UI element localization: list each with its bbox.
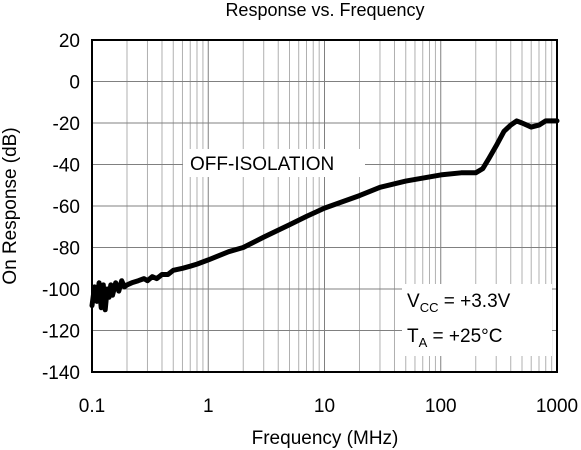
y-tick-label: -20 <box>53 114 80 135</box>
vcc-subscript: CC <box>420 300 439 315</box>
series-line-off-isolation <box>89 118 560 313</box>
vcc-annotation: VCC = +3.3V <box>407 291 511 315</box>
chart-title: Response vs. Frequency <box>225 0 424 20</box>
ta-symbol: T <box>407 326 419 347</box>
y-tick-label: -140 <box>42 363 80 384</box>
tick-labels: 20 0 -20 -40 -60 -80 -100 -120 -140 0.1 1 10 100 1000 <box>42 31 578 417</box>
y-tick-label: -120 <box>42 322 80 343</box>
y-tick-label: -80 <box>53 239 80 260</box>
y-tick-label: 0 <box>69 73 80 94</box>
x-tick-label: 10 <box>314 396 335 417</box>
x-tick-label: 1 <box>203 396 214 417</box>
x-tick-label: 1000 <box>536 396 578 417</box>
plot-frame <box>91 39 558 373</box>
series-label-background <box>183 149 365 177</box>
vcc-symbol: V <box>407 291 420 312</box>
conditions-background <box>402 284 552 356</box>
ta-annotation: TA = +25°C <box>407 326 502 350</box>
y-axis-title: On Response (dB) <box>0 127 21 284</box>
vcc-value: = +3.3V <box>438 291 510 312</box>
series-label-group: OFF-ISOLATION <box>183 149 365 177</box>
x-axis-title: Frequency (MHz) <box>252 428 399 449</box>
ta-value: = +25°C <box>427 326 502 347</box>
conditions-annotation: VCC = +3.3V TA = +25°C <box>402 284 552 356</box>
x-tick-label: 0.1 <box>79 396 105 417</box>
x-tick-label: 100 <box>425 396 457 417</box>
y-tick-label: -40 <box>53 156 80 177</box>
y-tick-label: -60 <box>53 197 80 218</box>
ta-subscript: A <box>419 335 428 350</box>
series-label: OFF-ISOLATION <box>190 154 334 175</box>
y-tick-label: -100 <box>42 280 80 301</box>
y-tick-label: 20 <box>59 31 80 52</box>
